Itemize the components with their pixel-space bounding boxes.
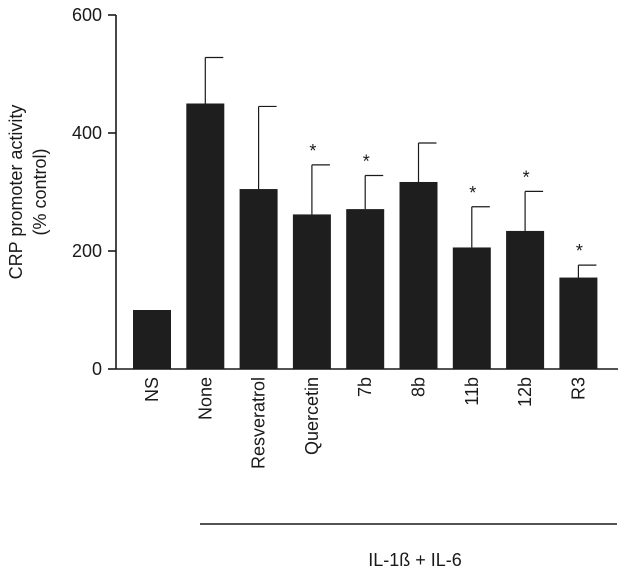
- y-axis-label: CRP promoter activity (% control): [6, 105, 50, 280]
- x-tick-label-resveratrol: Resveratrol: [249, 377, 269, 469]
- x-tick-label-none: None: [195, 377, 215, 420]
- bar-7b: [346, 209, 385, 369]
- y-tick-label: 0: [92, 359, 102, 379]
- x-tick-label-7b: 7b: [355, 377, 375, 397]
- bar-quercetin: [292, 214, 331, 369]
- bar-8b: [399, 181, 438, 369]
- significance-marker: *: [523, 167, 530, 187]
- y-ticks: 0 200 400 600: [72, 5, 116, 379]
- x-tick-label-12b: 12b: [515, 377, 535, 407]
- significance-marker: *: [309, 141, 316, 161]
- y-axis-label-line2: (% control): [30, 148, 50, 235]
- bar-resveratrol: [239, 189, 278, 369]
- x-tick-label-8b: 8b: [409, 377, 429, 397]
- x-tick-label-ns: NS: [142, 377, 162, 402]
- bar-r3: [559, 277, 598, 369]
- bar-ns: [133, 310, 171, 369]
- significance-marker: *: [469, 183, 476, 203]
- y-tick-label: 400: [72, 123, 102, 143]
- bars: * * * * *: [133, 56, 598, 369]
- bar-none: [186, 103, 225, 369]
- x-tick-label-r3: R3: [568, 377, 588, 400]
- bar-12b: [506, 230, 545, 369]
- treatment-label: IL-1ß + IL-6: [368, 550, 462, 570]
- x-tick-labels: NS None Resveratrol Quercetin 7b 8b 11b 12b R3: [142, 377, 588, 469]
- significance-marker: *: [576, 241, 583, 261]
- x-tick-label-quercetin: Quercetin: [302, 377, 322, 455]
- y-axis-label-line1: CRP promoter activity: [6, 105, 26, 280]
- x-tick-label-11b: 11b: [462, 377, 482, 406]
- significance-marker: *: [363, 151, 370, 171]
- bar-11b: [452, 247, 491, 369]
- y-tick-label: 600: [72, 5, 102, 25]
- y-tick-label: 200: [72, 241, 102, 261]
